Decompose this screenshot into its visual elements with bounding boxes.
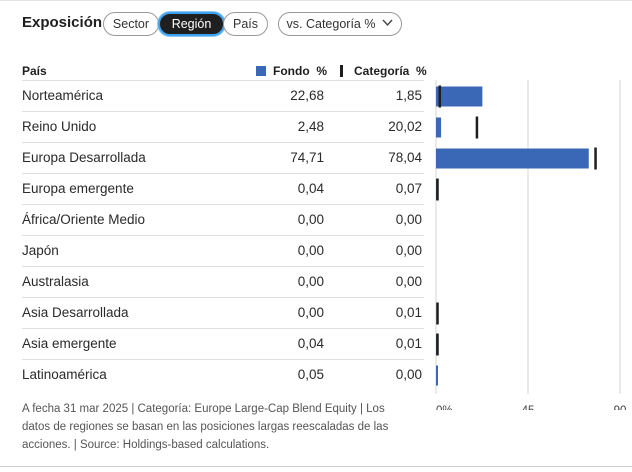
row-fund-value: 0,00 xyxy=(297,274,324,289)
table-row: Australasia 0,00 0,00 xyxy=(22,266,424,297)
exposure-bar-chart: 0% 45 90 xyxy=(435,80,627,410)
category-marker xyxy=(436,302,439,325)
table-row: Norteamérica 22,68 1,85 xyxy=(22,80,424,111)
row-category-value: 1,85 xyxy=(395,88,422,103)
row-fund-value: 0,04 xyxy=(297,181,324,196)
row-fund-value: 2,48 xyxy=(297,119,324,134)
fund-bar xyxy=(436,148,589,169)
category-legend-marker xyxy=(340,65,343,77)
row-fund-value: 0,05 xyxy=(297,367,324,382)
compare-dropdown[interactable]: vs. Categoría % xyxy=(278,12,402,36)
column-header-fund: Fondo % xyxy=(273,64,327,78)
row-name: Reino Unido xyxy=(22,119,97,134)
row-name: Europa Desarrollada xyxy=(22,150,146,165)
row-category-value: 78,04 xyxy=(388,150,422,165)
category-marker xyxy=(594,147,597,170)
column-header-category: Categoría % xyxy=(354,64,427,78)
compare-dropdown-label: vs. Categoría % xyxy=(286,17,376,31)
table-row: Europa emergente 0,04 0,07 xyxy=(22,173,424,204)
row-name: África/Oriente Medio xyxy=(22,212,146,227)
table-row: Europa Desarrollada 74,71 78,04 xyxy=(22,142,424,173)
fund-legend-swatch xyxy=(256,66,266,76)
bottom-divider xyxy=(0,466,632,467)
tab-pais[interactable]: País xyxy=(223,12,268,36)
row-fund-value: 0,00 xyxy=(297,305,324,320)
category-marker xyxy=(436,333,439,356)
footnote: A fecha 31 mar 2025 | Categoría: Europe … xyxy=(22,403,389,451)
fund-bar xyxy=(436,117,442,138)
row-name: Australasia xyxy=(22,274,89,289)
x-tick-label: 45 xyxy=(522,405,535,410)
row-category-value: 0,01 xyxy=(395,305,422,320)
x-tick-label: 90 xyxy=(614,405,627,410)
category-marker xyxy=(475,116,479,139)
row-fund-value: 0,00 xyxy=(297,243,324,258)
row-category-value: 20,02 xyxy=(388,119,422,134)
row-name: Asia emergente xyxy=(22,336,117,351)
row-name: Latinoamérica xyxy=(22,367,107,382)
fund-bar xyxy=(436,365,438,386)
tab-sector[interactable]: Sector xyxy=(103,12,159,36)
row-category-value: 0,07 xyxy=(395,181,422,196)
tab-region[interactable]: Región xyxy=(158,12,225,36)
top-divider xyxy=(0,0,632,1)
row-fund-value: 0,04 xyxy=(297,336,324,351)
row-category-value: 0,00 xyxy=(395,212,422,227)
column-header-country: País xyxy=(22,64,47,78)
chevron-down-icon xyxy=(382,18,393,30)
row-name: Norteamérica xyxy=(22,88,104,103)
table-row: Latinoamérica 0,05 0,00 xyxy=(22,359,424,390)
x-tick-label: 0% xyxy=(436,405,453,410)
row-fund-value: 74,71 xyxy=(290,150,324,165)
row-category-value: 0,00 xyxy=(395,274,422,289)
row-category-value: 0,01 xyxy=(395,336,422,351)
fund-bar xyxy=(436,86,483,107)
section-title: Exposición xyxy=(22,14,103,31)
row-name: Japón xyxy=(22,243,59,258)
row-category-value: 0,00 xyxy=(395,367,422,382)
table-row: África/Oriente Medio 0,00 0,00 xyxy=(22,204,424,235)
row-fund-value: 0,00 xyxy=(297,212,324,227)
table-row: Reino Unido 2,48 20,02 xyxy=(22,111,424,142)
row-fund-value: 22,68 xyxy=(290,88,324,103)
table-row: Asia emergente 0,04 0,01 xyxy=(22,328,424,359)
row-name: Asia Desarrollada xyxy=(22,305,129,320)
row-name: Europa emergente xyxy=(22,181,134,196)
category-marker xyxy=(438,85,442,108)
category-marker xyxy=(436,178,439,201)
row-category-value: 0,00 xyxy=(395,243,422,258)
table-row: Asia Desarrollada 0,00 0,01 xyxy=(22,297,424,328)
table-row: Japón 0,00 0,00 xyxy=(22,235,424,266)
